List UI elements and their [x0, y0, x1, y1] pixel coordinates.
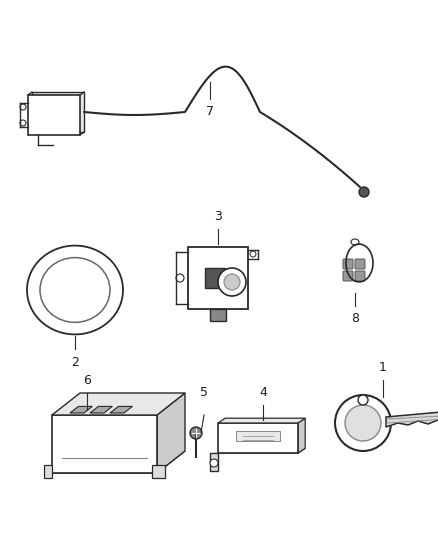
- Polygon shape: [346, 244, 373, 282]
- Text: 7: 7: [206, 105, 214, 118]
- Polygon shape: [70, 406, 92, 413]
- Circle shape: [20, 120, 26, 126]
- FancyBboxPatch shape: [236, 431, 280, 441]
- Text: 8: 8: [351, 312, 359, 325]
- Ellipse shape: [351, 239, 359, 245]
- Circle shape: [345, 405, 381, 441]
- Circle shape: [190, 427, 202, 439]
- FancyBboxPatch shape: [343, 259, 353, 269]
- Circle shape: [176, 274, 184, 282]
- Circle shape: [250, 251, 256, 257]
- Text: 1: 1: [379, 361, 387, 374]
- FancyBboxPatch shape: [355, 259, 365, 269]
- Polygon shape: [110, 406, 132, 413]
- Polygon shape: [52, 393, 185, 415]
- Polygon shape: [157, 393, 185, 473]
- Text: 2: 2: [71, 356, 79, 369]
- Circle shape: [335, 395, 391, 451]
- Polygon shape: [210, 453, 218, 471]
- Polygon shape: [218, 448, 305, 453]
- Polygon shape: [298, 418, 305, 453]
- Text: 4: 4: [259, 386, 267, 399]
- FancyBboxPatch shape: [188, 247, 248, 309]
- FancyBboxPatch shape: [355, 271, 365, 281]
- Text: 6: 6: [83, 374, 91, 387]
- Polygon shape: [52, 451, 185, 473]
- Polygon shape: [90, 406, 113, 413]
- Polygon shape: [44, 465, 52, 478]
- Circle shape: [358, 395, 368, 405]
- FancyBboxPatch shape: [28, 95, 80, 135]
- Circle shape: [224, 274, 240, 290]
- FancyBboxPatch shape: [343, 271, 353, 281]
- Ellipse shape: [40, 257, 110, 322]
- Circle shape: [20, 104, 26, 110]
- Text: 5: 5: [200, 386, 208, 399]
- Ellipse shape: [27, 246, 123, 334]
- FancyBboxPatch shape: [205, 268, 225, 288]
- Polygon shape: [218, 423, 298, 453]
- Polygon shape: [218, 418, 305, 423]
- Polygon shape: [152, 465, 165, 478]
- Circle shape: [210, 459, 218, 467]
- Polygon shape: [386, 410, 438, 427]
- Circle shape: [359, 187, 369, 197]
- Polygon shape: [52, 415, 157, 473]
- Circle shape: [218, 268, 246, 296]
- FancyBboxPatch shape: [32, 92, 84, 132]
- FancyBboxPatch shape: [210, 309, 226, 321]
- Text: 3: 3: [214, 210, 222, 223]
